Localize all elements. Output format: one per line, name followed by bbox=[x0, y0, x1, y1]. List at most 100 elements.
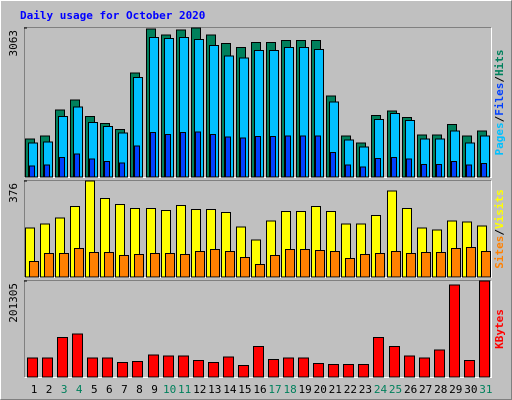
x-tick-label: 30 bbox=[464, 383, 477, 396]
bar bbox=[298, 357, 309, 378]
legend-separator: / bbox=[493, 229, 506, 236]
bar bbox=[72, 333, 83, 378]
bar bbox=[434, 349, 445, 378]
x-tick-label: 25 bbox=[389, 383, 402, 396]
bar bbox=[117, 361, 128, 378]
x-tick-label: 9 bbox=[151, 383, 158, 396]
bar bbox=[29, 261, 39, 278]
x-tick-label: 24 bbox=[374, 383, 388, 396]
bar bbox=[360, 254, 370, 278]
x-tick-label: 10 bbox=[163, 383, 176, 396]
bar bbox=[104, 251, 114, 278]
bar bbox=[328, 363, 339, 378]
x-tick-label: 12 bbox=[193, 383, 206, 396]
bar bbox=[74, 247, 84, 278]
x-tick-label: 31 bbox=[479, 383, 492, 396]
x-tick-label: 26 bbox=[404, 383, 417, 396]
y-tick-label: 376 bbox=[7, 183, 20, 203]
x-tick-label: 7 bbox=[121, 383, 128, 396]
bar bbox=[285, 135, 291, 178]
bar bbox=[436, 163, 442, 178]
bar bbox=[27, 357, 38, 378]
bar bbox=[193, 359, 204, 378]
bar bbox=[315, 135, 321, 178]
bar bbox=[253, 346, 264, 378]
bar bbox=[208, 361, 219, 378]
bar bbox=[345, 164, 351, 178]
bar bbox=[255, 264, 265, 278]
legend-entry: Files bbox=[493, 83, 506, 116]
bar bbox=[74, 153, 80, 178]
bar bbox=[89, 158, 95, 178]
bar bbox=[479, 280, 490, 378]
legend-entry: Pages bbox=[493, 122, 506, 155]
bar bbox=[404, 355, 415, 378]
bar bbox=[195, 250, 205, 278]
bar bbox=[375, 158, 381, 178]
bar bbox=[300, 135, 306, 178]
bar bbox=[330, 152, 336, 178]
bar bbox=[283, 357, 294, 378]
bar bbox=[180, 254, 190, 278]
x-tick-label: 6 bbox=[106, 383, 113, 396]
bar bbox=[44, 253, 54, 278]
bar bbox=[180, 132, 186, 178]
bar bbox=[373, 336, 384, 378]
bar bbox=[466, 164, 472, 178]
bar bbox=[315, 249, 325, 278]
bar bbox=[481, 250, 491, 278]
bar bbox=[240, 257, 250, 278]
bar bbox=[451, 247, 461, 278]
x-tick-label: 3 bbox=[61, 383, 68, 396]
bar bbox=[89, 251, 99, 278]
bar bbox=[343, 363, 354, 378]
bar bbox=[451, 160, 457, 178]
bar bbox=[59, 253, 69, 278]
x-tick-label: 18 bbox=[283, 383, 296, 396]
bar bbox=[270, 255, 280, 278]
bar bbox=[102, 357, 113, 378]
x-tick-label: 27 bbox=[419, 383, 432, 396]
x-tick-label: 5 bbox=[91, 383, 98, 396]
bar bbox=[358, 363, 369, 378]
bar bbox=[165, 134, 171, 178]
bar bbox=[57, 336, 68, 378]
bar bbox=[313, 362, 324, 378]
chart-title: Daily usage for October 2020 bbox=[20, 9, 205, 22]
x-tick-label: 16 bbox=[253, 383, 266, 396]
bar bbox=[406, 253, 416, 278]
bar bbox=[406, 158, 412, 178]
bar bbox=[466, 246, 476, 278]
bar bbox=[44, 164, 50, 178]
bar bbox=[300, 248, 310, 278]
legend: Sites/Visits bbox=[493, 189, 506, 269]
x-tick-label: 4 bbox=[76, 383, 83, 396]
bar bbox=[330, 250, 340, 278]
bar bbox=[225, 250, 235, 278]
legend-entry: KBytes bbox=[493, 309, 506, 349]
bar bbox=[238, 365, 249, 378]
bar bbox=[421, 163, 427, 178]
bar bbox=[87, 357, 98, 378]
x-tick-label: 15 bbox=[238, 383, 251, 396]
legend-entry: Hits bbox=[493, 50, 506, 77]
bar bbox=[150, 253, 160, 278]
bar bbox=[436, 251, 446, 278]
bar bbox=[375, 253, 385, 278]
bar bbox=[389, 346, 400, 378]
bar bbox=[148, 354, 159, 378]
bar bbox=[240, 137, 246, 178]
x-tick-label: 17 bbox=[268, 383, 281, 396]
bar bbox=[223, 356, 234, 378]
bar bbox=[210, 248, 220, 278]
x-tick-label: 11 bbox=[178, 383, 191, 396]
bar bbox=[268, 358, 279, 378]
bar bbox=[270, 136, 276, 178]
bar bbox=[132, 360, 143, 378]
bar bbox=[360, 166, 366, 178]
legend-entry: Visits bbox=[493, 189, 506, 229]
bar bbox=[119, 162, 125, 178]
